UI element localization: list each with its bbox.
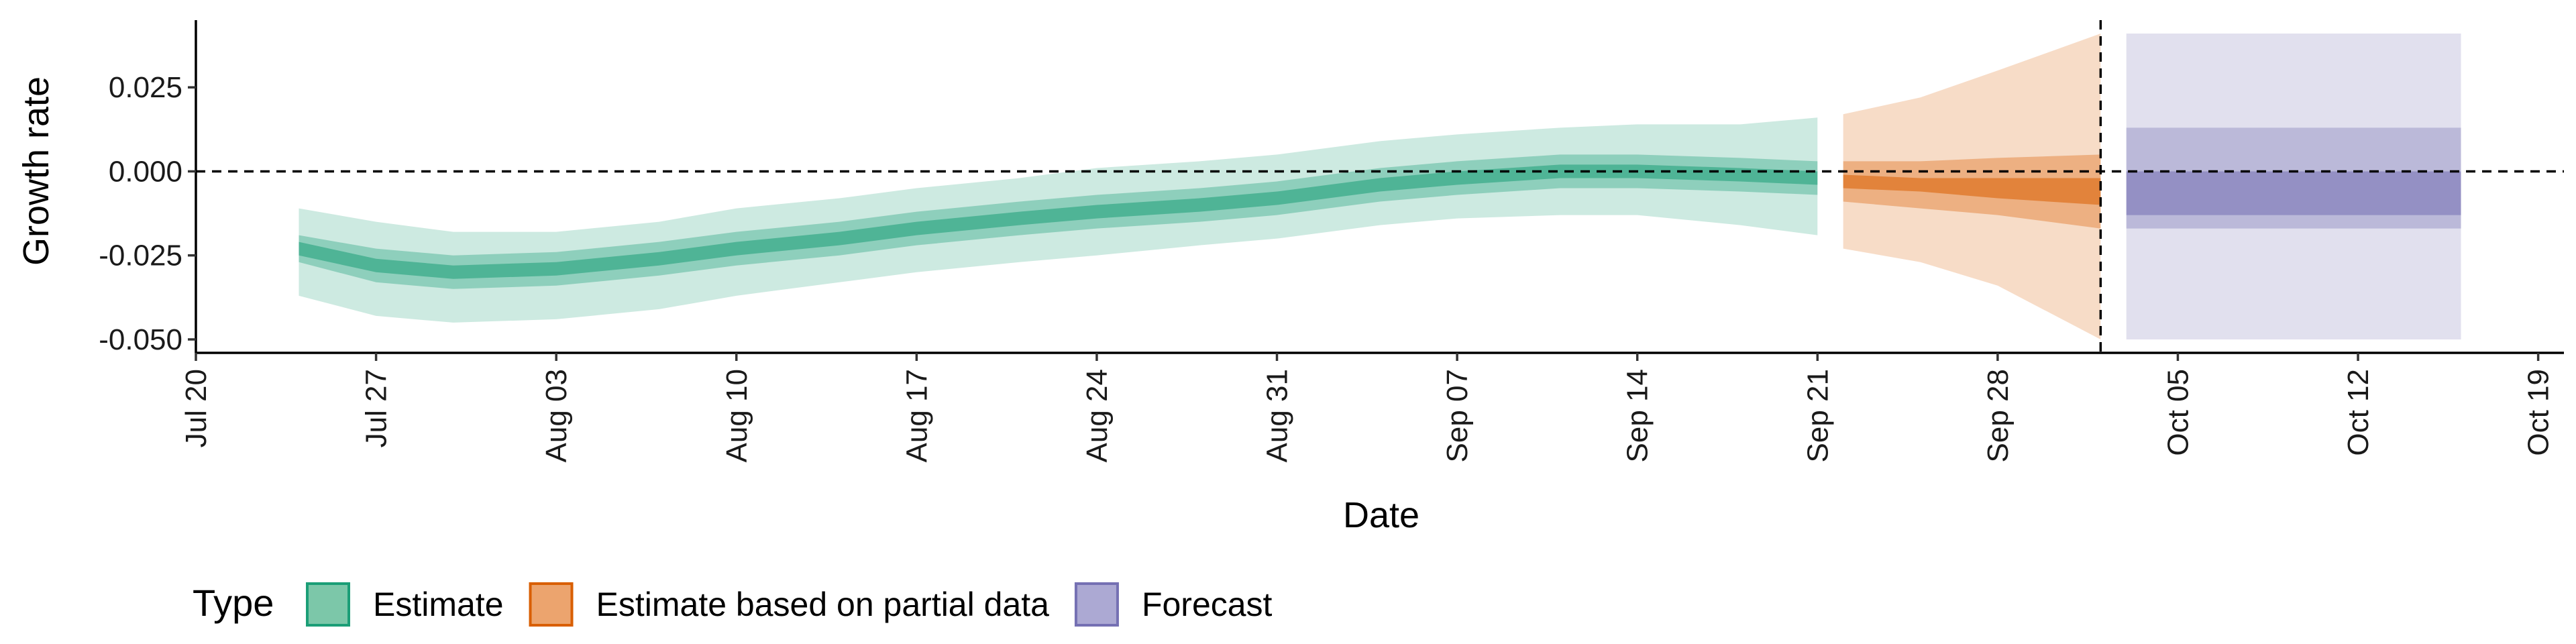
x-axis-title: Date: [1343, 495, 1419, 535]
y-axis-title: Growth rate: [16, 76, 56, 266]
x-tick-label: Aug 03: [540, 369, 573, 462]
legend-title: Type: [193, 582, 274, 624]
legend-label: Forecast: [1142, 586, 1273, 623]
band-estimate-20: [299, 164, 1818, 279]
reference-lines: [196, 20, 2564, 353]
band-forecast-20: [2126, 171, 2461, 215]
legend-key: [1074, 582, 1119, 627]
x-tick-label: Aug 10: [720, 369, 753, 462]
x-tick-label: Sep 21: [1801, 369, 1834, 462]
x-tick-label: Aug 31: [1261, 369, 1294, 462]
x-tick-label: Jul 20: [180, 369, 213, 447]
x-tick-label: Aug 24: [1081, 369, 1114, 462]
y-tick-label: 0.025: [109, 71, 182, 104]
x-tick-label: Sep 07: [1441, 369, 1474, 462]
legend: Type Estimate Estimate based on partial d…: [193, 582, 1273, 627]
legend-label: Estimate based on partial data: [596, 586, 1050, 623]
x-tick-label: Sep 14: [1621, 369, 1654, 462]
x-tick-label: Oct 19: [2522, 369, 2555, 456]
x-tick-label: Oct 12: [2342, 369, 2375, 456]
x-tick-label: Sep 28: [1982, 369, 2015, 462]
y-tick-label: -0.050: [99, 323, 182, 356]
y-tick-label: 0.000: [109, 155, 182, 188]
x-tick-label: Aug 17: [900, 369, 933, 462]
legend-label: Estimate: [373, 586, 504, 623]
x-tick-label: Oct 05: [2161, 369, 2194, 456]
x-tick-label: Jul 27: [360, 369, 393, 447]
axes: 0.025 0.000 -0.025 -0.050 Jul 20 Jul 27 Aug 03…: [99, 20, 2564, 462]
band-estimate-based-on-partial-data-20: [1843, 174, 2101, 205]
y-tick-label: -0.025: [99, 239, 182, 272]
interval-bands: [299, 34, 2461, 339]
legend-key: [306, 582, 350, 627]
legend-key: [529, 582, 574, 627]
